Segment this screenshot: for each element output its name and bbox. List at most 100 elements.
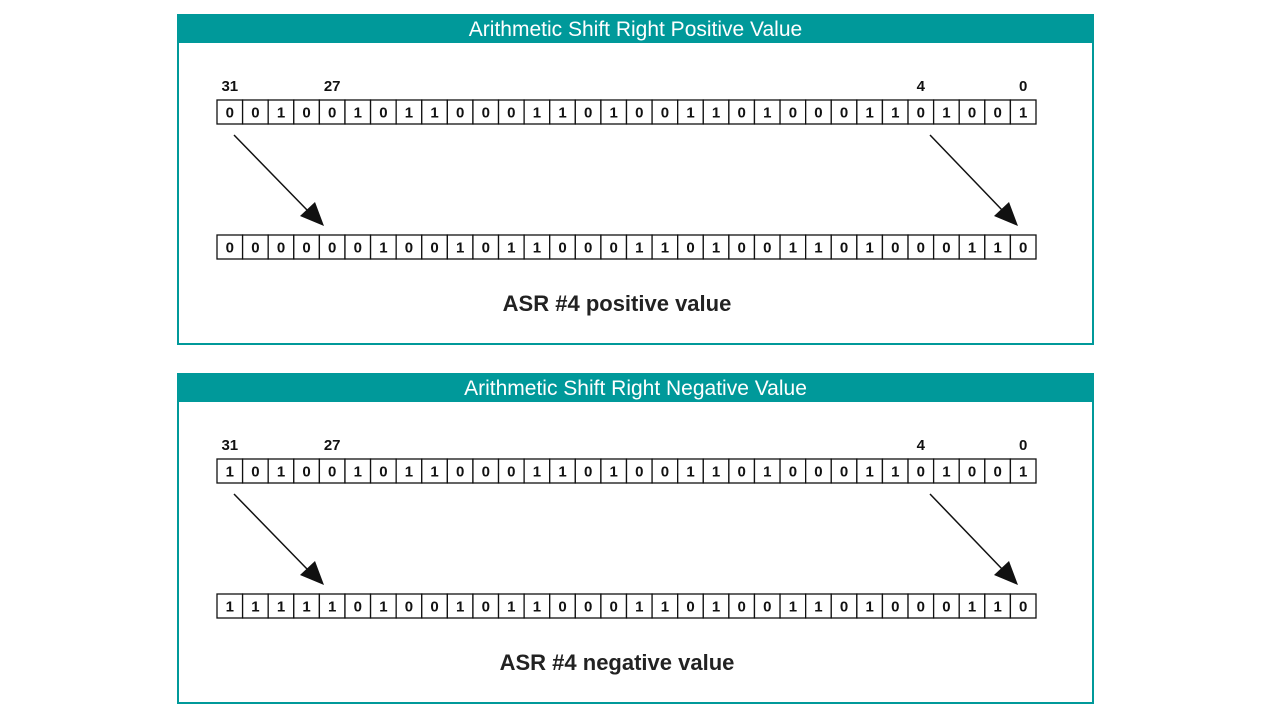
bit-value: 1 bbox=[891, 105, 899, 122]
bit-value: 0 bbox=[738, 599, 746, 616]
arrowhead bbox=[300, 202, 324, 226]
bit-value: 1 bbox=[814, 240, 822, 257]
bit-cell bbox=[856, 99, 884, 125]
bit-value: 1 bbox=[968, 599, 976, 616]
bit-value: 1 bbox=[328, 599, 336, 616]
arrowhead bbox=[994, 202, 1018, 226]
bit-value: 0 bbox=[354, 599, 362, 616]
bit-cell bbox=[907, 458, 935, 484]
bit-cell bbox=[677, 99, 704, 125]
bit-cell bbox=[651, 593, 679, 619]
bit-value: 0 bbox=[379, 105, 387, 122]
bit-cell bbox=[549, 593, 576, 619]
bit-value: 1 bbox=[226, 464, 234, 481]
bit-value: 0 bbox=[917, 464, 925, 481]
bit-cell bbox=[651, 234, 679, 260]
bit-value: 1 bbox=[993, 599, 1001, 616]
bit-value: 0 bbox=[661, 105, 669, 122]
bit-value: 0 bbox=[814, 105, 822, 122]
bit-value: 1 bbox=[405, 105, 413, 122]
bit-value: 1 bbox=[1019, 464, 1027, 481]
bit-cell bbox=[753, 458, 781, 484]
bit-value: 0 bbox=[328, 464, 336, 481]
bit-cell bbox=[805, 593, 832, 619]
bit-cell bbox=[549, 458, 576, 484]
bit-cell bbox=[574, 99, 602, 125]
bit-cell bbox=[881, 99, 909, 125]
bit-value: 1 bbox=[635, 240, 643, 257]
bit-cell bbox=[318, 593, 346, 619]
bit-value: 0 bbox=[482, 464, 490, 481]
bit-value: 1 bbox=[865, 464, 873, 481]
bit-value: 1 bbox=[405, 464, 413, 481]
bit-cell bbox=[805, 458, 832, 484]
bit-value: 1 bbox=[661, 599, 669, 616]
bit-value: 0 bbox=[635, 464, 643, 481]
bit-value: 0 bbox=[405, 240, 413, 257]
bit-cell bbox=[421, 458, 448, 484]
diagram-caption: ASR #4 negative value bbox=[500, 650, 735, 675]
bit-cell bbox=[702, 458, 730, 484]
bit-value: 0 bbox=[993, 464, 1001, 481]
bit-value: 0 bbox=[917, 599, 925, 616]
bit-value: 0 bbox=[993, 105, 1001, 122]
bit-cell bbox=[267, 234, 295, 260]
bit-cell bbox=[932, 99, 960, 125]
bit-value: 1 bbox=[686, 464, 694, 481]
bit-value: 1 bbox=[533, 105, 541, 122]
bit-value: 0 bbox=[610, 599, 618, 616]
bit-cell bbox=[216, 234, 244, 260]
bit-cell bbox=[523, 99, 551, 125]
bit-value: 0 bbox=[354, 240, 362, 257]
asr-positive-panel: Arithmetic Shift Right Positive Value bbox=[177, 14, 1094, 345]
bit-value: 1 bbox=[277, 105, 285, 122]
bit-value: 1 bbox=[456, 240, 464, 257]
bit-value: 0 bbox=[814, 464, 822, 481]
bit-value: 0 bbox=[635, 105, 643, 122]
bit-index-label: 27 bbox=[324, 437, 341, 454]
bit-value: 1 bbox=[354, 464, 362, 481]
bit-value: 0 bbox=[507, 105, 515, 122]
bit-value: 0 bbox=[891, 599, 899, 616]
bit-value: 1 bbox=[865, 599, 873, 616]
bit-value: 0 bbox=[840, 240, 848, 257]
bit-cell bbox=[421, 234, 448, 260]
bit-cell bbox=[984, 458, 1012, 484]
bit-cell bbox=[446, 234, 474, 260]
bit-cell bbox=[395, 99, 423, 125]
bit-value: 0 bbox=[226, 105, 234, 122]
bit-cell bbox=[830, 593, 858, 619]
bit-value: 1 bbox=[610, 105, 618, 122]
arrow-shaft bbox=[233, 493, 309, 571]
bit-cell bbox=[651, 458, 679, 484]
bit-cell bbox=[549, 234, 576, 260]
bit-value: 1 bbox=[712, 464, 720, 481]
bit-cell bbox=[702, 234, 730, 260]
bit-cell bbox=[1009, 99, 1037, 125]
bit-cell bbox=[702, 99, 730, 125]
bit-value: 0 bbox=[763, 599, 771, 616]
bit-index-label: 4 bbox=[917, 78, 926, 95]
bit-value: 0 bbox=[840, 464, 848, 481]
bit-value: 1 bbox=[789, 240, 797, 257]
bit-cell bbox=[369, 458, 397, 484]
bit-value: 1 bbox=[942, 105, 950, 122]
bit-value: 0 bbox=[1019, 240, 1027, 257]
bit-cell bbox=[574, 234, 602, 260]
bit-index-label: 4 bbox=[917, 437, 926, 454]
bit-cell bbox=[600, 99, 628, 125]
bit-cell bbox=[267, 593, 295, 619]
bit-value: 0 bbox=[251, 105, 259, 122]
bit-value: 0 bbox=[226, 240, 234, 257]
bit-value: 1 bbox=[712, 105, 720, 122]
bit-value: 1 bbox=[865, 240, 873, 257]
bit-value: 0 bbox=[738, 464, 746, 481]
bit-index-label: 0 bbox=[1019, 437, 1027, 454]
bit-value: 0 bbox=[456, 105, 464, 122]
bit-value: 1 bbox=[507, 599, 515, 616]
bit-value: 1 bbox=[891, 464, 899, 481]
